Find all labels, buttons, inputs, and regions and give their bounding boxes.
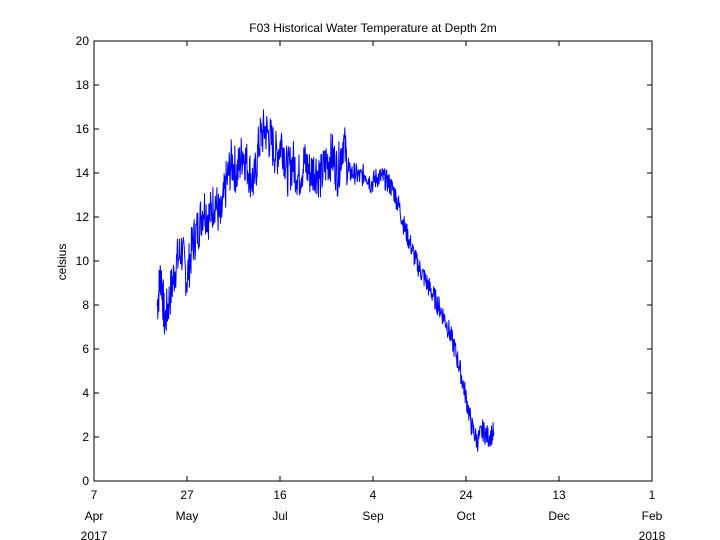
series-layer <box>156 109 495 452</box>
y-axis: 0 2 4 6 8 10 12 14 16 18 20 <box>76 34 652 488</box>
y-tick-label: 12 <box>76 210 90 224</box>
x-tick-day-label: 4 <box>370 488 377 502</box>
y-tick-label: 18 <box>76 78 90 92</box>
y-tick-label: 0 <box>82 474 89 488</box>
x-tick-month-label: Jul <box>272 509 287 523</box>
y-tick-label: 16 <box>76 122 90 136</box>
x-tick-day-label: 1 <box>649 488 656 502</box>
x-tick-day-label: 13 <box>552 488 566 502</box>
y-tick-label: 4 <box>82 386 89 400</box>
x-tick-year-label: 2018 <box>639 529 666 540</box>
x-tick-month-label: Dec <box>548 509 569 523</box>
x-tick-month-label: Oct <box>457 509 476 523</box>
x-tick-month-label: Feb <box>642 509 663 523</box>
y-tick-label: 6 <box>82 342 89 356</box>
y-axis-label: celsius <box>55 244 69 281</box>
x-tick-day-label: 7 <box>91 488 98 502</box>
y-tick-label: 2 <box>82 430 89 444</box>
y-tick-label: 8 <box>82 298 89 312</box>
x-tick-day-label: 16 <box>273 488 287 502</box>
series-line <box>156 109 495 452</box>
x-tick-month-label: Apr <box>85 509 104 523</box>
x-tick-month-label: May <box>176 509 199 523</box>
y-tick-label: 14 <box>76 166 90 180</box>
y-tick-label: 20 <box>76 34 90 48</box>
y-tick-label: 10 <box>76 254 90 268</box>
chart-title: F03 Historical Water Temperature at Dept… <box>249 21 496 35</box>
x-tick-day-label: 24 <box>459 488 473 502</box>
x-tick-day-label: 27 <box>180 488 194 502</box>
x-tick-month-label: Sep <box>362 509 384 523</box>
x-tick-year-label: 2017 <box>81 529 108 540</box>
plot-area <box>93 40 653 482</box>
